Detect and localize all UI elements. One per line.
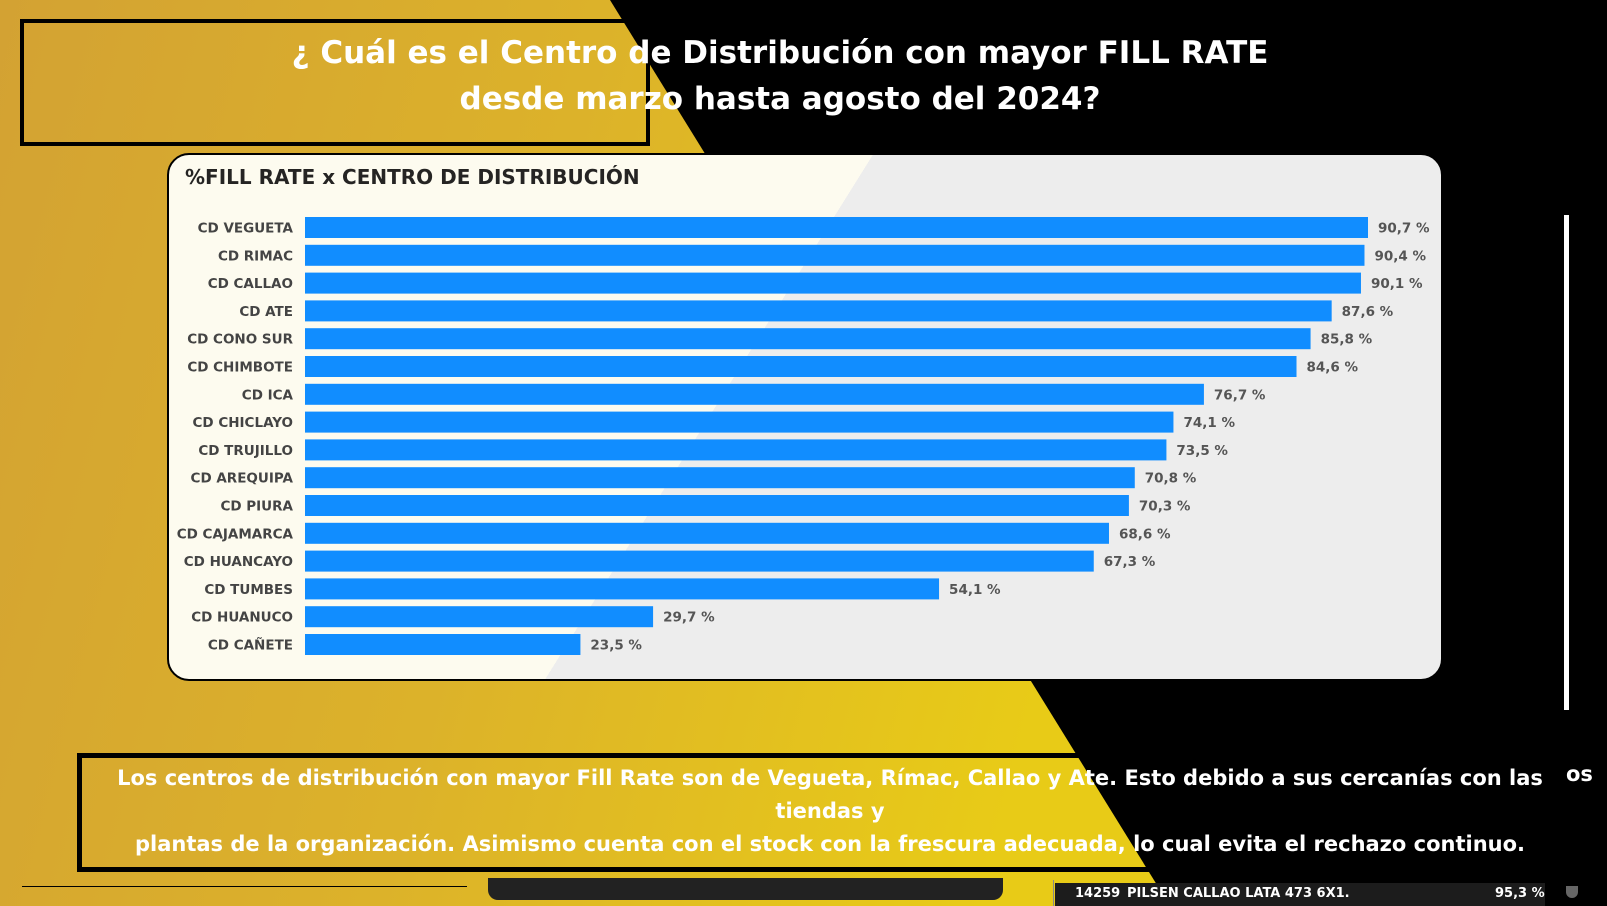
title-line-2: desde marzo hasta agosto del 2024? <box>459 81 1101 117</box>
page-title: ¿ Cuál es el Centro de Distribución con … <box>170 30 1390 122</box>
data-label: 70,8 % <box>1145 471 1197 487</box>
chart-card: %FILL RATE x CENTRO DE DISTRIBUCIÓN CD V… <box>167 153 1443 681</box>
title-line-1: ¿ Cuál es el Centro de Distribución con … <box>291 35 1269 71</box>
data-label: 74,1 % <box>1183 415 1235 431</box>
conclusion-text: Los centros de distribución con mayor Fi… <box>95 762 1565 861</box>
table-cell-product: PILSEN CALLAO LATA 473 6X1. <box>1127 886 1350 901</box>
chart-title: %FILL RATE x CENTRO DE DISTRIBUCIÓN <box>185 165 640 189</box>
bar-chart: CD VEGUETA 90,7 % CD RIMAC 90,4 % CD CALLAO 9… <box>177 217 1430 655</box>
bar[interactable] <box>305 606 654 628</box>
category-label: CD CAÑETE <box>208 637 293 654</box>
data-label: 90,1 % <box>1371 276 1423 292</box>
conclusion-line-1: Los centros de distribución con mayor Fi… <box>117 766 1543 823</box>
data-label: 70,3 % <box>1139 499 1191 515</box>
category-label: CD VEGUETA <box>198 221 294 237</box>
divider-line <box>22 886 467 887</box>
bar[interactable] <box>305 244 1365 266</box>
bar[interactable] <box>305 467 1135 489</box>
data-label: 68,6 % <box>1119 526 1171 542</box>
category-label: CD RIMAC <box>218 248 293 264</box>
category-label: CD ATE <box>239 304 293 320</box>
data-label: 23,5 % <box>590 638 642 654</box>
bar[interactable] <box>305 328 1311 350</box>
data-label: 90,4 % <box>1374 248 1426 264</box>
data-label: 84,6 % <box>1307 360 1359 376</box>
bar[interactable] <box>305 217 1368 238</box>
bar[interactable] <box>305 439 1167 461</box>
bar[interactable] <box>305 272 1361 294</box>
overflow-text: os <box>1566 762 1593 786</box>
bar[interactable] <box>305 383 1204 405</box>
conclusion-frame <box>77 753 1577 872</box>
bar[interactable] <box>305 522 1109 544</box>
category-label: CD AREQUIPA <box>191 471 294 487</box>
conclusion-line-2: plantas de la organización. Asimismo cue… <box>134 832 1526 856</box>
bar[interactable] <box>305 356 1297 377</box>
data-label: 29,7 % <box>663 610 715 626</box>
category-label: CD TUMBES <box>204 582 293 598</box>
title-frame <box>20 19 650 146</box>
table-row: 14259 PILSEN CALLAO LATA 473 6X1. 95,3 % <box>1055 883 1545 906</box>
data-label: 76,7 % <box>1214 387 1266 403</box>
bar[interactable] <box>305 411 1174 433</box>
data-label: 87,6 % <box>1342 304 1394 320</box>
bar[interactable] <box>305 550 1094 572</box>
category-label: CD ICA <box>242 387 294 403</box>
bar[interactable] <box>305 578 940 600</box>
category-label: CD TRUJILLO <box>198 443 293 459</box>
table-border <box>1053 880 1054 906</box>
bar[interactable] <box>305 495 1129 516</box>
scrollbar-edge[interactable] <box>1564 215 1569 710</box>
category-label: CD PIURA <box>220 499 293 515</box>
data-label: 90,7 % <box>1378 221 1430 237</box>
category-label: CD CAJAMARCA <box>177 526 294 542</box>
category-label: CD CALLAO <box>208 276 293 292</box>
category-label: CD HUANUCO <box>191 610 293 626</box>
category-label: CD CHIMBOTE <box>187 360 293 376</box>
category-label: CD CONO SUR <box>187 332 293 348</box>
data-label: 85,8 % <box>1321 332 1373 348</box>
background-panel-edge <box>488 878 1003 900</box>
table-cell-value: 95,3 % <box>1495 886 1545 901</box>
bar[interactable] <box>305 634 581 655</box>
data-label: 73,5 % <box>1176 443 1228 459</box>
scroll-knob[interactable] <box>1566 886 1578 898</box>
category-label: CD CHICLAYO <box>193 415 293 431</box>
category-label: CD HUANCAYO <box>184 554 293 570</box>
data-label: 67,3 % <box>1104 554 1156 570</box>
data-label: 54,1 % <box>949 582 1001 598</box>
table-cell-code: 14259 <box>1075 886 1121 901</box>
bar[interactable] <box>305 300 1332 322</box>
